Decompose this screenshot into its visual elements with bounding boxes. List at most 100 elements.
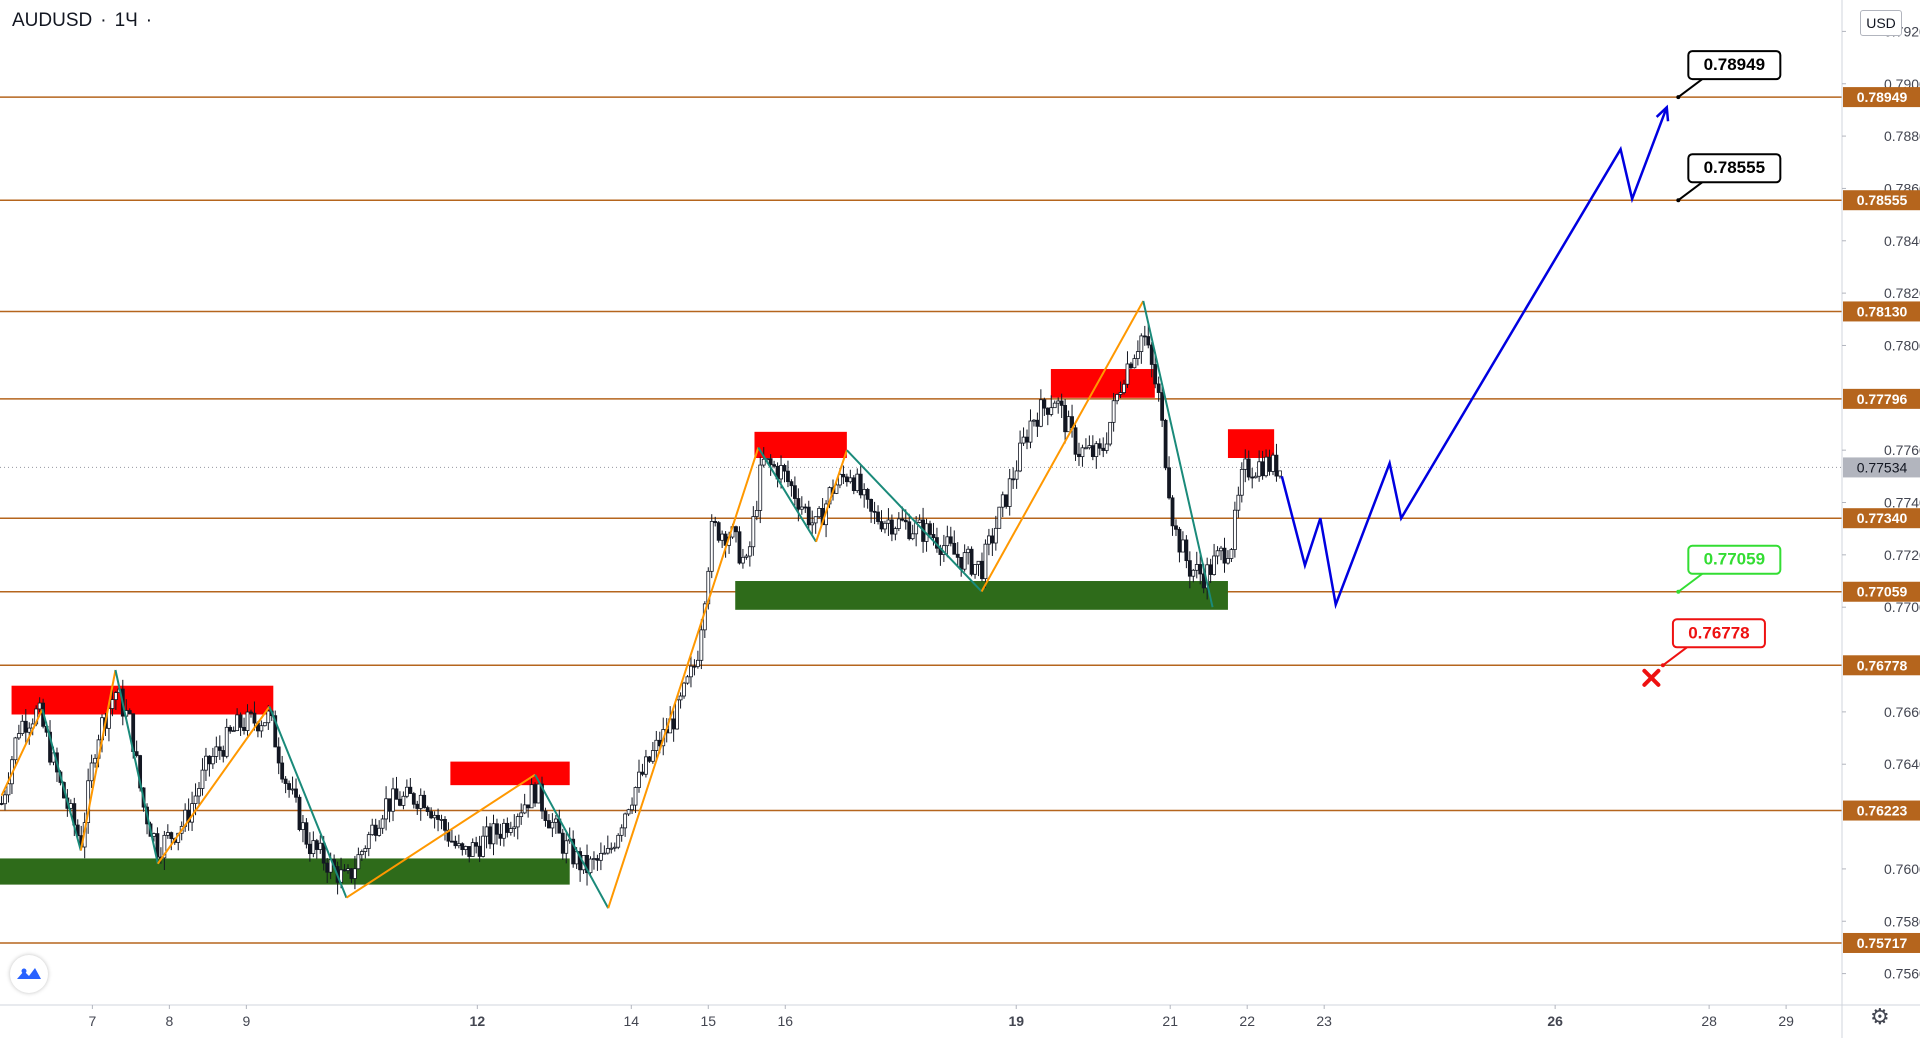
x-tick-label: 23 (1316, 1013, 1332, 1029)
candle-body (280, 762, 285, 780)
candle-body (952, 542, 957, 555)
interval-label[interactable]: 1Ч (114, 10, 138, 31)
candle-body (799, 506, 804, 510)
candle-body (966, 548, 971, 554)
level-price-label: 0.77340 (1857, 510, 1908, 526)
candle-body (370, 824, 375, 836)
x-tick-label: 12 (470, 1013, 486, 1029)
candle-body (474, 842, 479, 847)
candle-body (169, 832, 174, 839)
candle-body (314, 840, 319, 850)
candle-body (200, 769, 205, 789)
zigzag-segment (607, 447, 760, 909)
tradingview-logo-icon[interactable] (10, 955, 48, 993)
candle-body (342, 869, 347, 872)
candle-body (498, 833, 503, 839)
candle-body (1257, 461, 1262, 477)
candle-body (353, 868, 357, 879)
level-price-tag (1843, 655, 1920, 676)
time-axis[interactable]: 7 8 9 12 14 15 16 19 21 22 23 26 28 29 (0, 1004, 1920, 1029)
candle-body (1115, 394, 1119, 402)
candle-body (533, 784, 537, 804)
candle-body (1250, 476, 1255, 479)
x-tick-label: 22 (1239, 1013, 1255, 1029)
candle-body (1198, 564, 1203, 575)
candle-body (422, 794, 427, 808)
candle-body (1226, 558, 1230, 564)
level-price-tag (1843, 581, 1920, 602)
candle-body (519, 812, 524, 818)
candle-body (682, 682, 686, 697)
candle-body (162, 834, 167, 859)
candle-body (678, 695, 683, 701)
x-tick-label: 8 (165, 1013, 173, 1029)
candle-body (373, 824, 378, 836)
candle-body (858, 473, 863, 496)
candle-body (207, 755, 212, 765)
candle-body (134, 751, 139, 756)
candle-body (948, 536, 953, 544)
header-dot: · (100, 10, 107, 31)
candle-body (803, 506, 808, 509)
candle-body (23, 720, 28, 733)
x-tick-label: 29 (1778, 1013, 1794, 1029)
candle-body (1267, 456, 1272, 472)
gear-icon[interactable]: ⚙ (1870, 1004, 1890, 1029)
candle-body (983, 543, 988, 580)
x-tick-label: 14 (624, 1013, 640, 1029)
candle-body (411, 793, 416, 805)
candle-body (1163, 419, 1168, 469)
candle-body (1208, 564, 1213, 575)
candle-body (1056, 400, 1061, 404)
candle-body (865, 489, 870, 500)
target-label: 0.77059 (1704, 550, 1765, 569)
zigzag-segment (0, 708, 44, 797)
candle-body (456, 843, 461, 847)
candle-body (540, 783, 544, 812)
candle-body (595, 858, 600, 861)
candle-body (1035, 419, 1040, 427)
target-pointer (1677, 181, 1703, 202)
candle-body (283, 778, 288, 784)
candle-body (1253, 475, 1258, 479)
candle-body (654, 739, 659, 751)
candle-body (387, 798, 392, 812)
candle-body (165, 832, 170, 836)
level-price-tag (1843, 800, 1920, 821)
candle-body (644, 756, 648, 775)
symbol-header[interactable]: AUDUSD · 1Ч · (12, 10, 152, 32)
zigzag-segment (815, 449, 848, 543)
currency-badge[interactable]: USD (1860, 10, 1902, 36)
candle-body (993, 527, 998, 544)
zigzag-segment (157, 706, 271, 865)
price-axis[interactable]: 0.792000.790000.788000.786000.784000.782… (1841, 0, 1920, 1038)
candle-body (1032, 419, 1036, 422)
target-label: 0.78555 (1704, 158, 1765, 177)
current-price-tag (1843, 457, 1920, 478)
candle-body (1101, 447, 1106, 451)
candle-body (276, 746, 281, 764)
level-price-label: 0.78130 (1857, 303, 1908, 319)
x-tick-label: 15 (700, 1013, 716, 1029)
candle-body (564, 840, 569, 854)
candle-body (443, 819, 447, 831)
candle-body (224, 726, 229, 757)
candle-body (217, 746, 222, 751)
y-tick-label: 0.78200 (1884, 285, 1920, 301)
candle-body (969, 548, 974, 575)
resistance-zone (754, 431, 847, 459)
candle-body (945, 536, 950, 547)
candle-body (384, 798, 388, 820)
candle-body (1219, 547, 1223, 552)
zigzag-segment (980, 300, 1145, 592)
candle-body (1149, 344, 1154, 365)
candle-body (359, 851, 364, 856)
candle-body (1094, 443, 1099, 458)
candle-body (1271, 454, 1275, 472)
candle-body (869, 498, 874, 512)
candle-body (543, 810, 548, 821)
candle-body (910, 533, 915, 540)
candle-body (1135, 351, 1140, 359)
